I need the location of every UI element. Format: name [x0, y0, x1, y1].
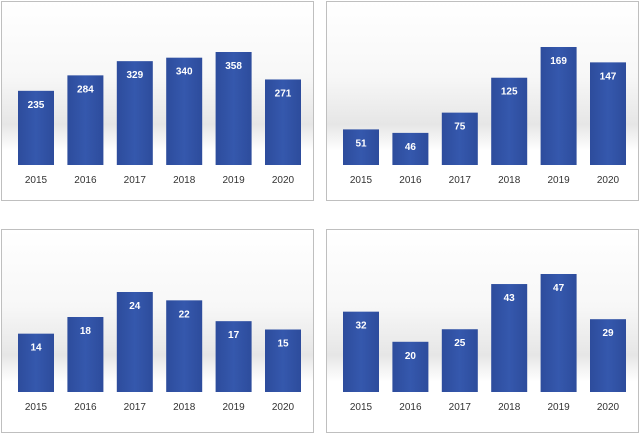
data-label-2017: 25 [454, 338, 466, 349]
bar-2020 [265, 329, 301, 392]
data-label-2018: 340 [176, 67, 193, 78]
data-label-2016: 18 [80, 326, 92, 337]
bar-2019 [215, 52, 252, 165]
data-label-2015: 14 [30, 343, 42, 354]
chart-panel-bottom-right: 32 2015 20 2016 25 2017 43 2018 47 2019 29 2020 [326, 229, 639, 433]
x-tick-label-2015: 2015 [25, 402, 48, 413]
x-tick-label-2016: 2016 [399, 175, 422, 186]
bar-2020 [590, 62, 626, 165]
bar-2016 [392, 132, 429, 165]
bar-2018 [166, 300, 203, 392]
x-tick-label-2018: 2018 [498, 175, 521, 186]
bar-2015 [343, 311, 379, 392]
data-label-2019: 17 [228, 330, 240, 341]
data-label-2015: 235 [28, 100, 45, 111]
x-tick-label-2016: 2016 [74, 175, 97, 186]
bar-chart-bottom-right: 32 2015 20 2016 25 2017 43 2018 47 2019 29 2020 [343, 274, 626, 413]
bar-2019 [540, 47, 577, 165]
data-label-2020: 271 [275, 88, 292, 99]
x-tick-label-2020: 2020 [597, 402, 620, 413]
bar-2015 [18, 333, 54, 392]
x-tick-label-2020: 2020 [597, 175, 620, 186]
data-label-2018: 125 [501, 87, 518, 98]
x-tick-label-2016: 2016 [74, 402, 97, 413]
x-tick-label-2019: 2019 [222, 175, 245, 186]
bar-2017 [116, 292, 153, 392]
bar-2020 [590, 319, 626, 392]
x-tick-label-2020: 2020 [272, 402, 295, 413]
bar-chart-top-left: 235 2015 284 2016 329 2017 340 2018 358 2019 271 20… [18, 52, 301, 186]
data-label-2019: 47 [553, 283, 565, 294]
bar-2016 [67, 317, 104, 392]
data-label-2016: 46 [405, 142, 417, 153]
bar-2019 [540, 274, 577, 392]
x-tick-label-2016: 2016 [399, 402, 422, 413]
bar-2015 [18, 90, 54, 165]
bar-2017 [116, 61, 153, 166]
chart-panel-top-right: 51 2015 46 2016 75 2017 125 2018 169 2019 147 2020 [326, 1, 639, 201]
data-label-2018: 22 [179, 309, 191, 320]
bar-2017 [441, 112, 478, 165]
data-label-2020: 15 [277, 339, 289, 350]
bar-2020 [265, 79, 301, 165]
x-tick-label-2018: 2018 [498, 402, 521, 413]
x-tick-label-2019: 2019 [547, 175, 570, 186]
bar-2018 [491, 77, 528, 165]
bar-2017 [441, 329, 478, 392]
x-tick-label-2017: 2017 [449, 402, 472, 413]
data-label-2017: 75 [454, 122, 466, 133]
data-label-2019: 169 [550, 56, 567, 67]
data-label-2015: 51 [355, 138, 367, 149]
bar-2018 [166, 57, 203, 165]
x-tick-label-2019: 2019 [222, 402, 245, 413]
x-tick-label-2015: 2015 [350, 175, 373, 186]
data-label-2019: 358 [225, 61, 242, 72]
x-tick-label-2015: 2015 [350, 402, 373, 413]
bar-2016 [67, 75, 104, 165]
x-tick-label-2018: 2018 [173, 175, 196, 186]
chart-panel-bottom-left: 14 2015 18 2016 24 2017 22 2018 17 2019 15 2020 [1, 229, 314, 433]
data-label-2016: 20 [405, 351, 417, 362]
data-label-2017: 24 [129, 301, 141, 312]
chart-panel-top-left: 235 2015 284 2016 329 2017 340 2018 358 2019 271 20… [1, 1, 314, 201]
bar-2016 [392, 341, 429, 392]
x-tick-label-2018: 2018 [173, 402, 196, 413]
data-label-2016: 284 [77, 84, 94, 95]
x-tick-label-2020: 2020 [272, 175, 295, 186]
bar-2018 [491, 284, 528, 392]
bar-2015 [343, 129, 379, 165]
x-tick-label-2017: 2017 [124, 402, 147, 413]
data-label-2020: 147 [600, 71, 617, 82]
data-label-2017: 329 [126, 70, 143, 81]
x-tick-label-2015: 2015 [25, 175, 48, 186]
x-tick-label-2017: 2017 [124, 175, 147, 186]
bar-chart-top-right: 51 2015 46 2016 75 2017 125 2018 169 2019 147 2020 [343, 47, 626, 186]
bar-2019 [215, 321, 252, 392]
data-label-2015: 32 [355, 321, 367, 332]
data-label-2020: 29 [602, 328, 614, 339]
x-tick-label-2019: 2019 [547, 402, 570, 413]
bar-chart-bottom-left: 14 2015 18 2016 24 2017 22 2018 17 2019 15 2020 [18, 292, 301, 413]
data-label-2018: 43 [504, 293, 516, 304]
x-tick-label-2017: 2017 [449, 175, 472, 186]
